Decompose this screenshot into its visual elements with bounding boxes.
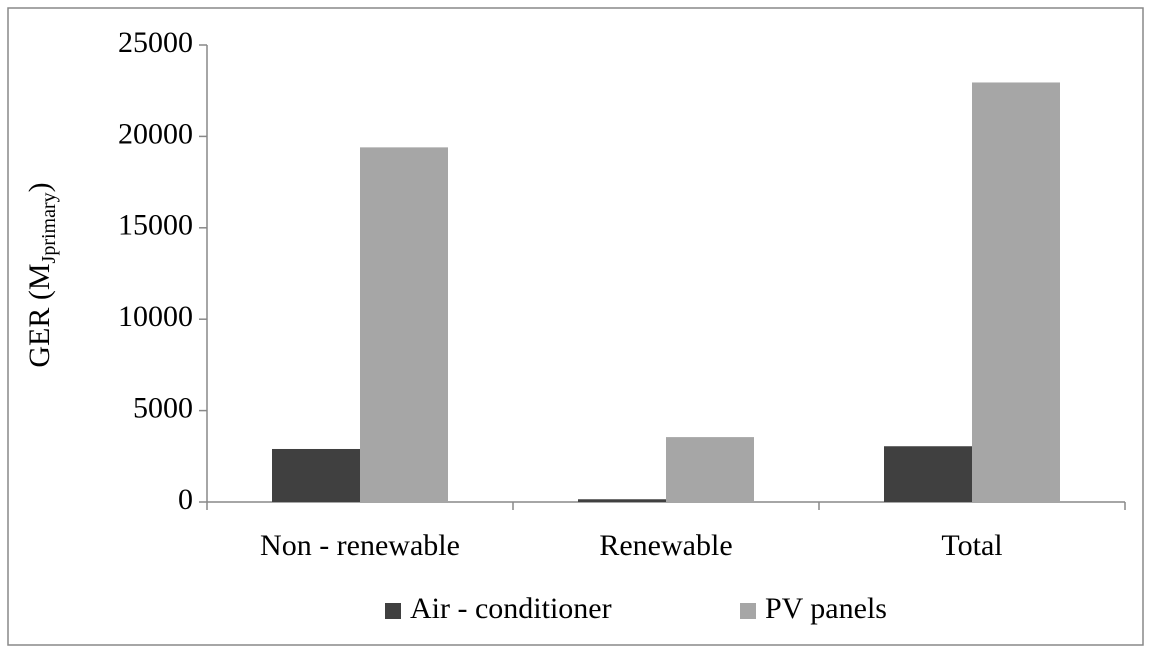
y-tick-label: 20000	[118, 117, 193, 150]
y-axis-label-subscript: Jprimary	[38, 192, 60, 263]
bar	[666, 437, 754, 502]
bar	[360, 147, 448, 503]
x-tick-label: Renewable	[599, 529, 732, 562]
y-tick-label: 10000	[118, 300, 193, 333]
legend-label: PV panels	[765, 592, 887, 625]
y-axis-label-suffix: )	[23, 182, 56, 192]
y-axis-label: GER (MJprimary)	[23, 182, 60, 367]
x-tick-label: Total	[941, 529, 1002, 562]
y-tick-label: 0	[178, 483, 193, 516]
bar	[884, 446, 972, 502]
legend-swatch	[740, 603, 756, 619]
bar	[272, 448, 360, 502]
chart-border	[7, 7, 1144, 646]
legend-swatch	[385, 603, 401, 619]
bar	[972, 82, 1060, 502]
legend-label: Air - conditioner	[410, 592, 612, 625]
y-tick-label: 25000	[118, 26, 193, 59]
y-tick-label: 5000	[133, 391, 193, 424]
y-axis-label-main: GER (M	[23, 263, 56, 367]
x-tick-label: Non - renewable	[260, 529, 460, 562]
y-tick-label: 15000	[118, 209, 193, 242]
bar	[578, 499, 666, 502]
